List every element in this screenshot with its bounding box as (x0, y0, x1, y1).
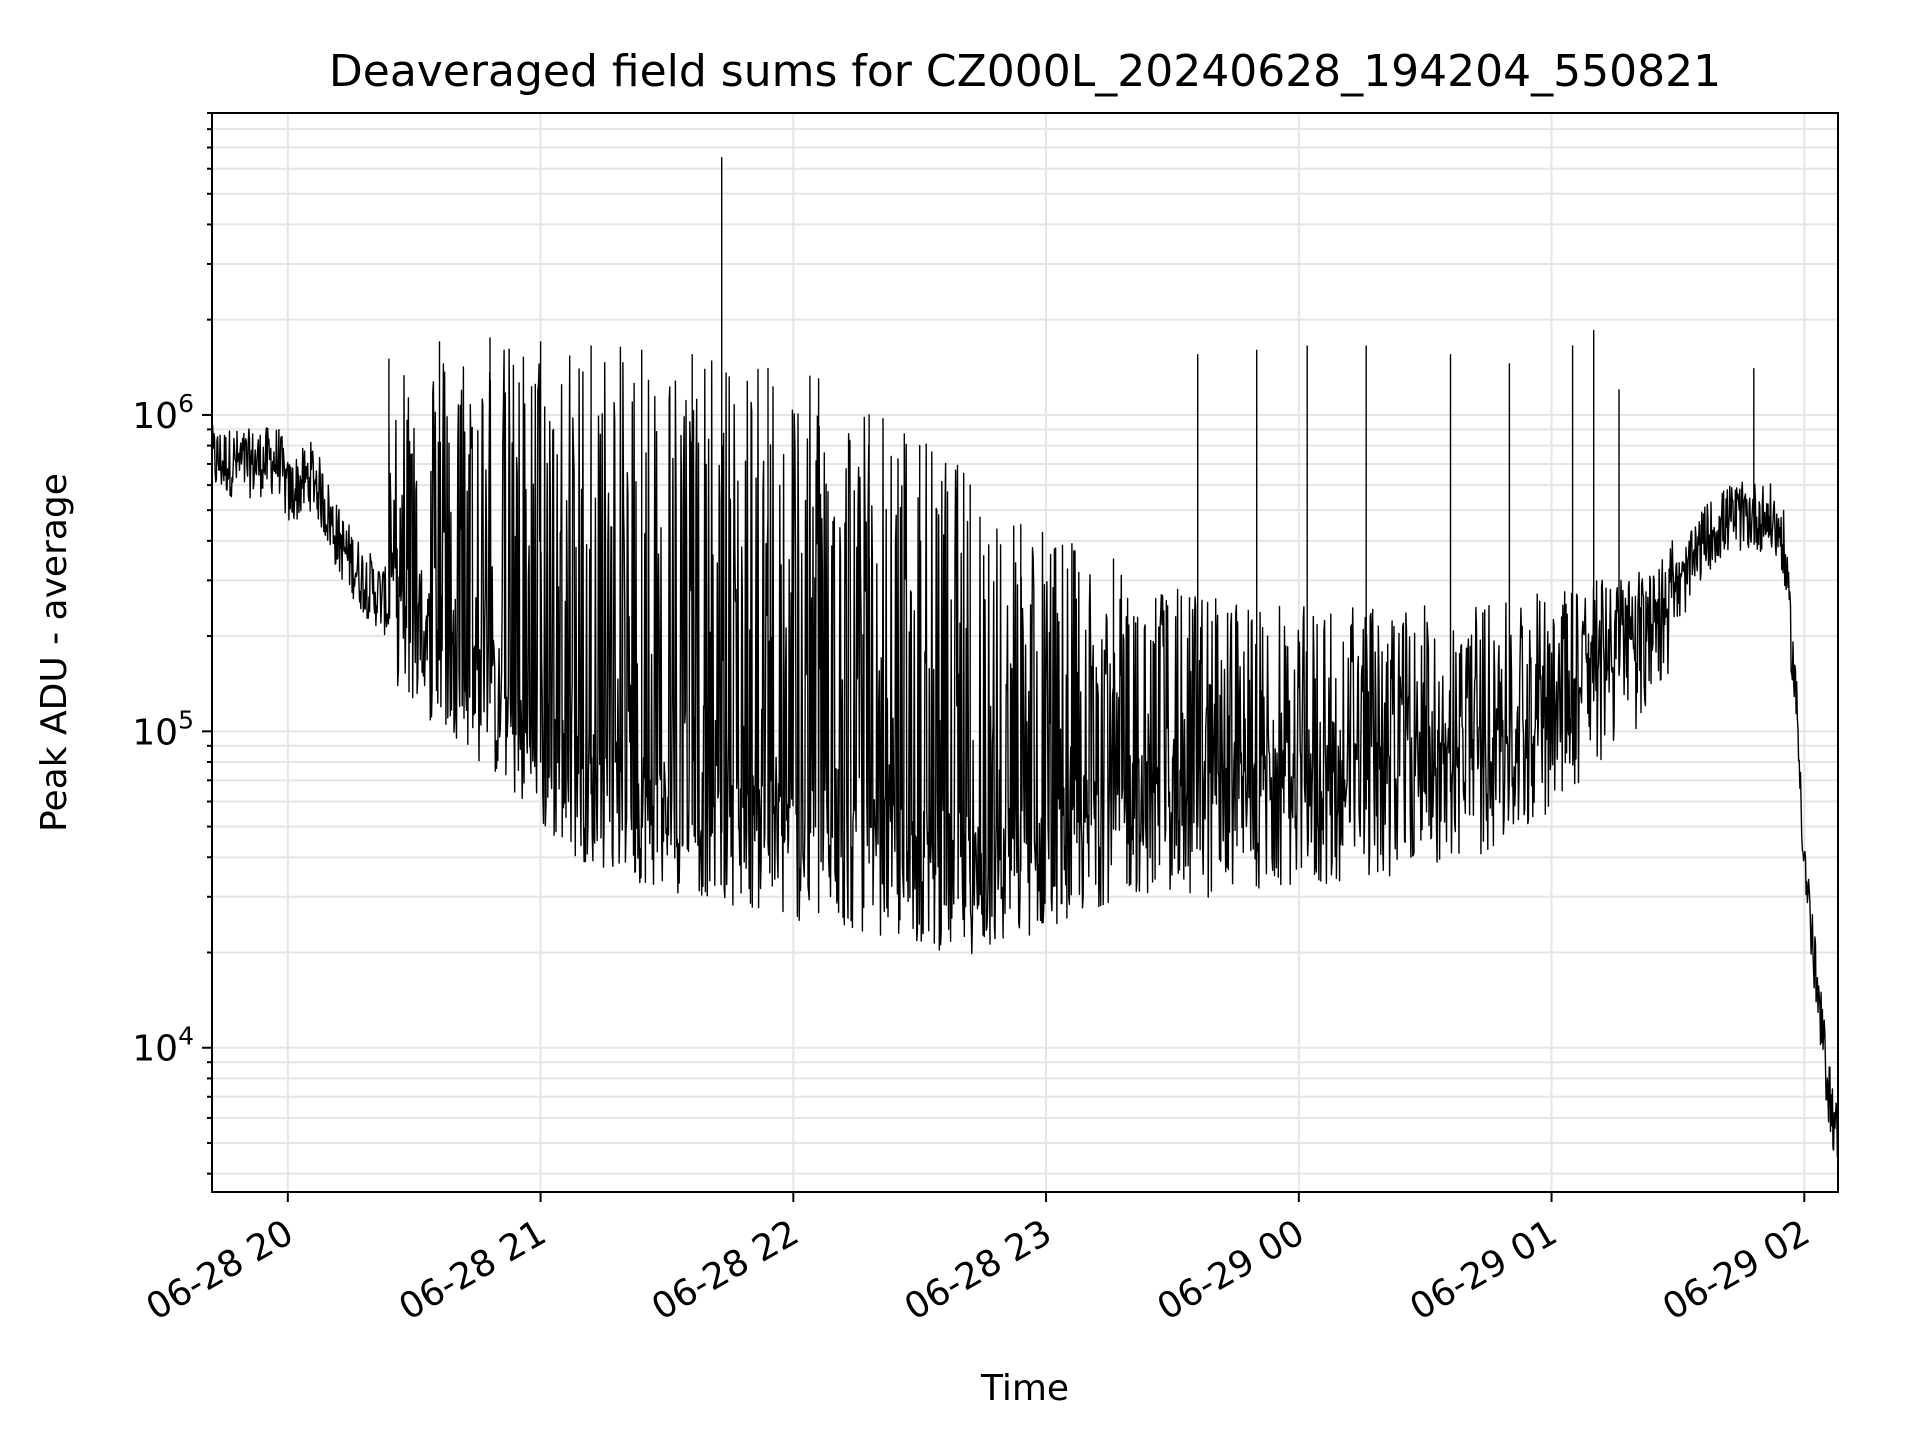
y-tick-label-exponent: 5 (178, 705, 194, 734)
y-tick-label-base: 10 (132, 396, 178, 437)
chart-title: Deaveraged field sums for CZ000L_2024062… (329, 46, 1721, 97)
y-axis-label: Peak ADU - average (34, 473, 75, 832)
x-tick-label: 06-28 22 (645, 1212, 806, 1328)
data-series-line (211, 157, 1839, 1158)
x-tick-label: 06-29 01 (1403, 1212, 1564, 1328)
y-tick-label: 105 (132, 705, 194, 753)
x-tick-label: 06-29 00 (1151, 1212, 1312, 1328)
y-tick-label-base: 10 (132, 1029, 178, 1070)
x-axis-label: Time (980, 1368, 1069, 1409)
x-tick-label: 06-29 02 (1656, 1212, 1817, 1328)
y-tick-label-exponent: 4 (178, 1022, 194, 1051)
data-layer (211, 157, 1839, 1158)
x-tick-label: 06-28 20 (140, 1212, 301, 1328)
y-tick-label-exponent: 6 (178, 389, 194, 418)
x-tick-label: 06-28 23 (898, 1212, 1059, 1328)
y-tick-label: 104 (132, 1022, 194, 1070)
y-tick-label: 106 (132, 389, 194, 437)
y-tick-label-base: 10 (132, 712, 178, 753)
x-tick-label: 06-28 21 (392, 1212, 553, 1328)
plot-area-frame (211, 112, 1839, 1193)
